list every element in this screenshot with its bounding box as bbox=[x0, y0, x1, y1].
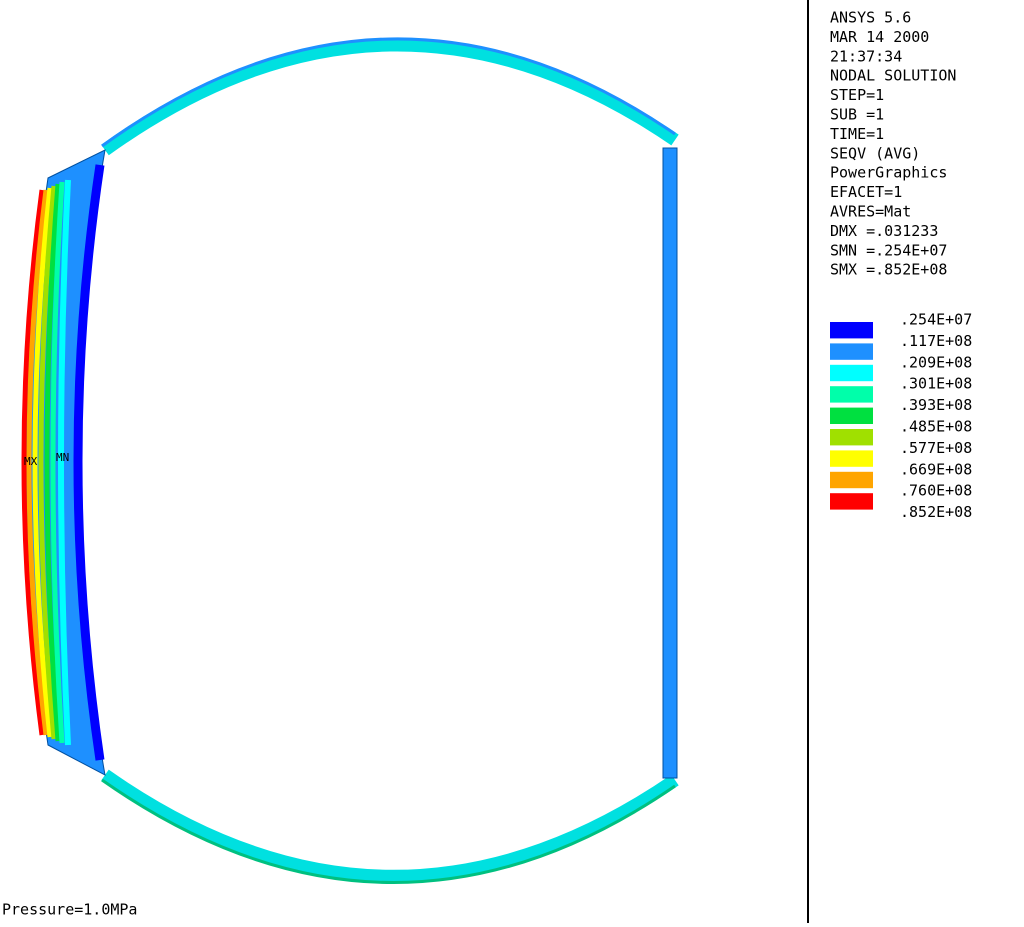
legend-level: .301E+08 bbox=[900, 375, 972, 393]
legend-swatch bbox=[830, 407, 873, 424]
legend-level: .852E+08 bbox=[900, 503, 972, 521]
info-line: SEQV (AVG) bbox=[830, 144, 920, 162]
legend-level: .760E+08 bbox=[900, 482, 972, 500]
info-line: TIME=1 bbox=[830, 125, 884, 143]
legend-swatch bbox=[830, 429, 873, 446]
info-line: SUB =1 bbox=[830, 106, 884, 124]
top-wall bbox=[101, 38, 679, 156]
legend-level: .485E+08 bbox=[900, 418, 972, 436]
right-wall bbox=[662, 147, 678, 779]
max-marker: MX bbox=[24, 455, 38, 468]
band bbox=[73, 164, 105, 761]
legend-swatch bbox=[830, 450, 873, 467]
info-line: SMN =.254E+07 bbox=[830, 241, 947, 259]
legend-level: .209E+08 bbox=[900, 353, 972, 371]
info-line: EFACET=1 bbox=[830, 183, 902, 201]
band bbox=[26, 189, 49, 736]
info-line: SMX =.852E+08 bbox=[830, 261, 947, 279]
band bbox=[44, 183, 61, 742]
legend-level: .577E+08 bbox=[900, 439, 972, 457]
legend-level: .669E+08 bbox=[900, 460, 972, 478]
info-line: AVRES=Mat bbox=[830, 203, 911, 221]
info-line: MAR 14 2000 bbox=[830, 28, 929, 46]
info-line: PowerGraphics bbox=[830, 164, 947, 182]
legend-level: .117E+08 bbox=[900, 332, 972, 350]
legend-swatch bbox=[830, 322, 873, 339]
info-line: STEP=1 bbox=[830, 86, 884, 104]
legend-level: .393E+08 bbox=[900, 396, 972, 414]
info-line: 21:37:34 bbox=[830, 47, 902, 65]
legend-swatch bbox=[830, 343, 873, 360]
band bbox=[50, 181, 65, 744]
band bbox=[38, 185, 57, 740]
legend-swatch bbox=[830, 386, 873, 403]
band bbox=[21, 189, 45, 736]
bottom-wall bbox=[101, 769, 679, 883]
footer: Pressure=1.0MPa bbox=[2, 901, 137, 919]
min-marker: MN bbox=[56, 451, 69, 464]
info-line: NODAL SOLUTION bbox=[830, 67, 956, 85]
info-line: DMX =.031233 bbox=[830, 222, 938, 240]
legend-level: .254E+07 bbox=[900, 311, 972, 329]
legend-swatch bbox=[830, 471, 873, 489]
legend-swatch bbox=[830, 364, 873, 382]
band bbox=[32, 187, 53, 738]
bottom-wall-edge bbox=[101, 778, 676, 884]
legend-swatch bbox=[830, 493, 873, 510]
top-wall-edge bbox=[101, 37, 676, 148]
band bbox=[58, 179, 71, 746]
vessel-model bbox=[21, 0, 809, 923]
info-line: ANSYS 5.6 bbox=[830, 9, 911, 27]
